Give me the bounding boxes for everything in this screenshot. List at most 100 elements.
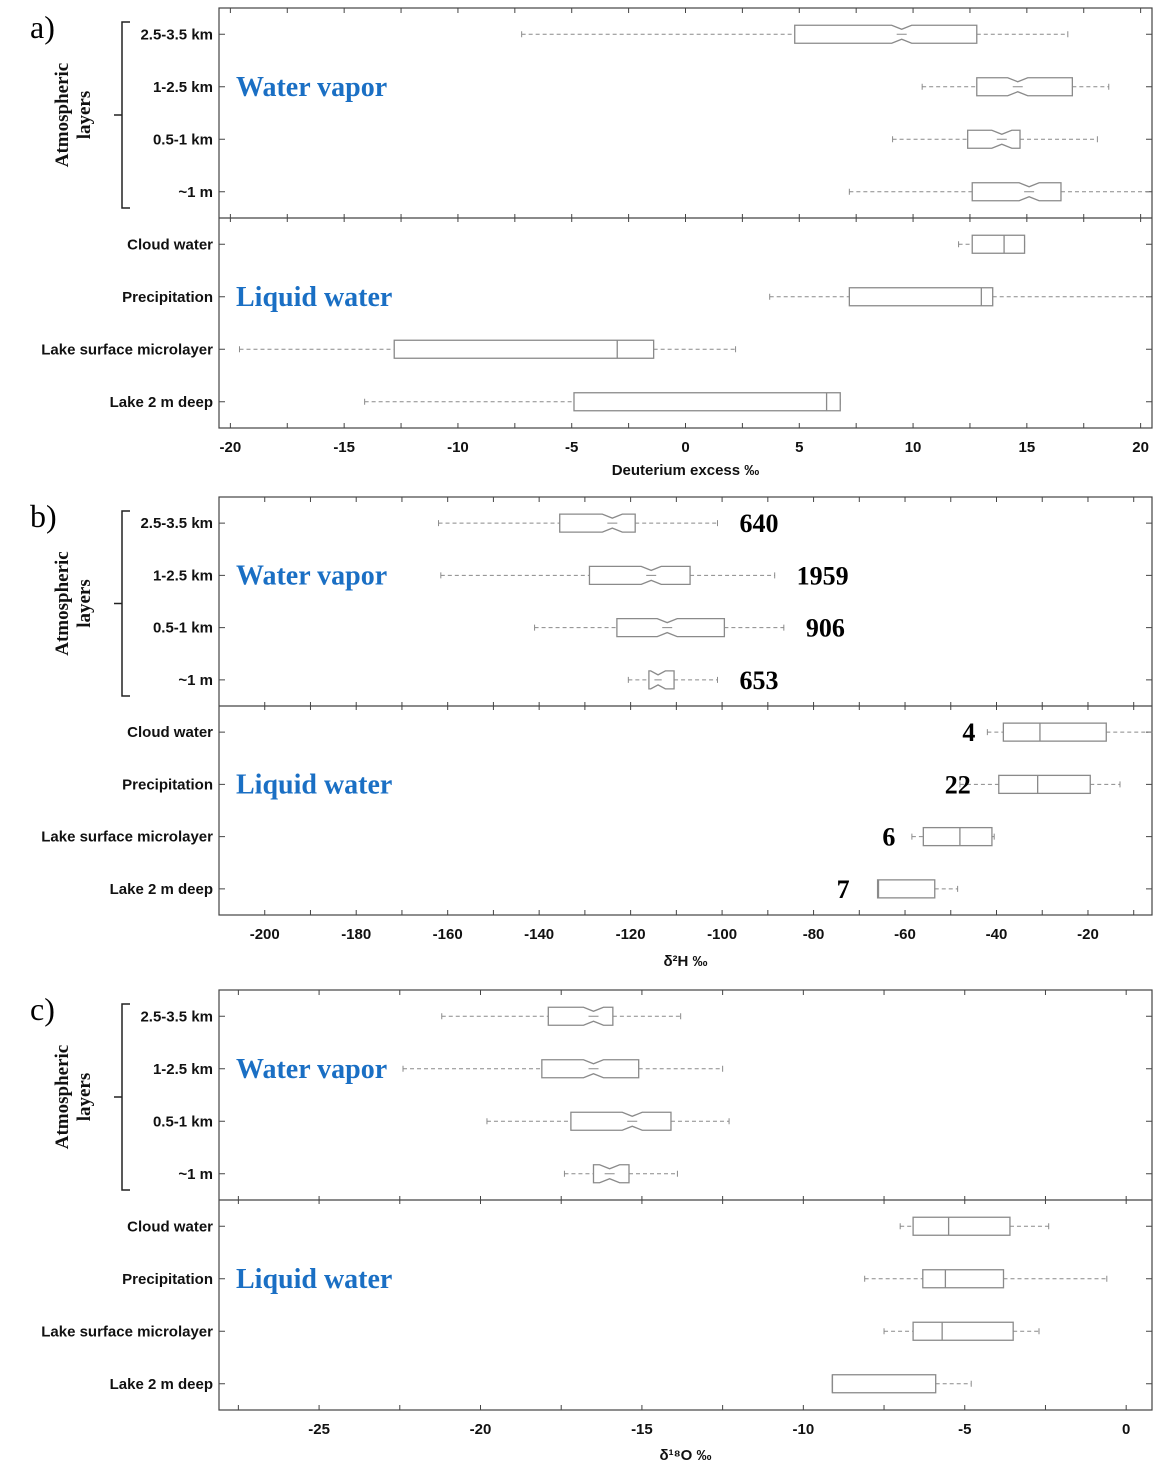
box-body (976, 77, 1073, 97)
box-body (876, 879, 936, 899)
box-1-2-5-km: 1-2.5 km (153, 77, 1152, 97)
y-axis-label-line: layers (74, 579, 95, 628)
box-body (1002, 722, 1107, 742)
box-precipitation: Precipitation (122, 774, 1152, 795)
category-label: Precipitation (122, 289, 213, 306)
x-tick-label: 5 (795, 439, 803, 456)
category-label: ~1 m (178, 184, 213, 201)
x-tick-label: -15 (631, 1421, 653, 1438)
x-axis-label: δ¹⁸O ‰ (659, 1447, 711, 1464)
x-tick-label: -15 (333, 439, 355, 456)
box-body (912, 1321, 1014, 1341)
panel-label: b) (30, 498, 57, 534)
category-label: Precipitation (122, 1271, 213, 1288)
panel-c: -25 -20 -15 -10 -5 0 δ¹⁸O ‰ c) Atmosphericlayers… (30, 989, 1153, 1464)
category-label: ~1 m (178, 672, 213, 689)
box--1-m: ~1 m (178, 1164, 1152, 1184)
box--1-m: ~1 m (178, 670, 1152, 690)
panel-label: c) (30, 991, 55, 1027)
category-label: 2.5-3.5 km (140, 515, 213, 532)
sample-count: 1959 (797, 561, 849, 590)
panel-a: -20 -15 -10 -5 0 5 10 15 20 Deuterium excess ‰ a) A… (30, 7, 1153, 479)
x-tick-label: -20 (220, 439, 242, 456)
x-tick-label: -5 (565, 439, 578, 456)
category-label: Lake 2 m deep (110, 394, 213, 411)
group-label-vapor: Water vapor (236, 1054, 387, 1085)
box-body (547, 1006, 614, 1026)
category-label: Lake 2 m deep (110, 1376, 213, 1393)
box-2-5-3-5-km: 2.5-3.5 km (140, 1006, 1152, 1026)
box-precipitation: Precipitation (122, 1269, 1152, 1289)
box-body (922, 1269, 1005, 1289)
category-label: Cloud water (127, 236, 213, 253)
box-body (848, 287, 994, 307)
category-label: 1-2.5 km (153, 1061, 213, 1078)
category-label: 0.5-1 km (153, 620, 213, 637)
box-0-5-1-km: 0.5-1 km (153, 617, 1152, 638)
sample-count: 6 (882, 823, 895, 852)
sample-count: 4 (962, 718, 975, 747)
y-axis-label: Atmosphericlayers (52, 551, 95, 655)
box-0-5-1-km: 0.5-1 km (153, 129, 1152, 149)
sample-count: 7 (837, 875, 850, 904)
x-tick-label: -120 (616, 926, 646, 943)
category-label: Cloud water (127, 724, 213, 741)
category-label: Lake surface microlayer (41, 1323, 213, 1340)
layers-bracket (114, 21, 130, 209)
x-tick-label: 15 (1018, 439, 1035, 456)
box-cloud-water: Cloud water (127, 234, 1152, 254)
box-body (971, 182, 1062, 202)
x-tick-label: 0 (1122, 1421, 1130, 1438)
box-1-2-5-km: 1-2.5 km (153, 1059, 1152, 1079)
x-axis-label: δ²H ‰ (663, 953, 707, 970)
x-tick-label: 0 (681, 439, 689, 456)
x-axis-label: Deuterium excess ‰ (612, 462, 760, 479)
x-tick-label: -5 (958, 1421, 971, 1438)
x-tick-label: -200 (250, 926, 280, 943)
box-body (794, 24, 978, 44)
panel-label: a) (30, 9, 55, 45)
y-axis-label-line: Atmospheric (52, 1045, 73, 1149)
x-tick-label: -160 (433, 926, 463, 943)
y-axis-label-line: Atmospheric (52, 551, 73, 655)
y-axis-label-line: layers (74, 1073, 95, 1122)
x-tick-label: -20 (470, 1421, 492, 1438)
box-body (967, 129, 1021, 149)
x-tick-label: -180 (341, 926, 371, 943)
sample-count: 653 (740, 666, 779, 695)
category-label: Precipitation (122, 776, 213, 793)
x-tick-label: 20 (1132, 439, 1149, 456)
category-label: 1-2.5 km (153, 567, 213, 584)
y-axis-label: Atmosphericlayers (52, 63, 95, 167)
box-0-5-1-km: 0.5-1 km (153, 1111, 1152, 1131)
sample-count: 906 (806, 614, 845, 643)
category-label: ~1 m (178, 1166, 213, 1183)
box-lake-surface-microlayer: Lake surface microlayer (41, 826, 1152, 847)
x-tick-label: 10 (905, 439, 922, 456)
box-precipitation: Precipitation (122, 287, 1153, 307)
group-label-liquid: Liquid water (236, 282, 392, 313)
box-body (570, 1111, 672, 1131)
box-body (588, 565, 691, 586)
x-tick-label: -20 (1077, 926, 1099, 943)
group-label-vapor: Water vapor (236, 72, 387, 103)
category-label: 1-2.5 km (153, 79, 213, 96)
layers-bracket (114, 1003, 130, 1191)
box-lake-2-m-deep: Lake 2 m deep (110, 392, 1152, 412)
category-label: 0.5-1 km (153, 131, 213, 148)
category-label: Cloud water (127, 1218, 213, 1235)
box-body (573, 392, 841, 412)
y-axis-label: Atmosphericlayers (52, 1045, 95, 1149)
category-label: Lake 2 m deep (110, 881, 213, 898)
sample-count: 22 (945, 770, 971, 799)
group-label-vapor: Water vapor (236, 560, 387, 591)
box-lake-surface-microlayer: Lake surface microlayer (41, 339, 1152, 359)
category-label: 2.5-3.5 km (140, 1008, 213, 1025)
x-tick-label: -10 (447, 439, 469, 456)
group-label-liquid: Liquid water (236, 769, 392, 800)
box-body (393, 339, 655, 359)
x-tick-label: -140 (524, 926, 554, 943)
box-body (922, 826, 993, 847)
box-lake-2-m-deep: Lake 2 m deep (110, 879, 1152, 899)
category-label: 0.5-1 km (153, 1113, 213, 1130)
